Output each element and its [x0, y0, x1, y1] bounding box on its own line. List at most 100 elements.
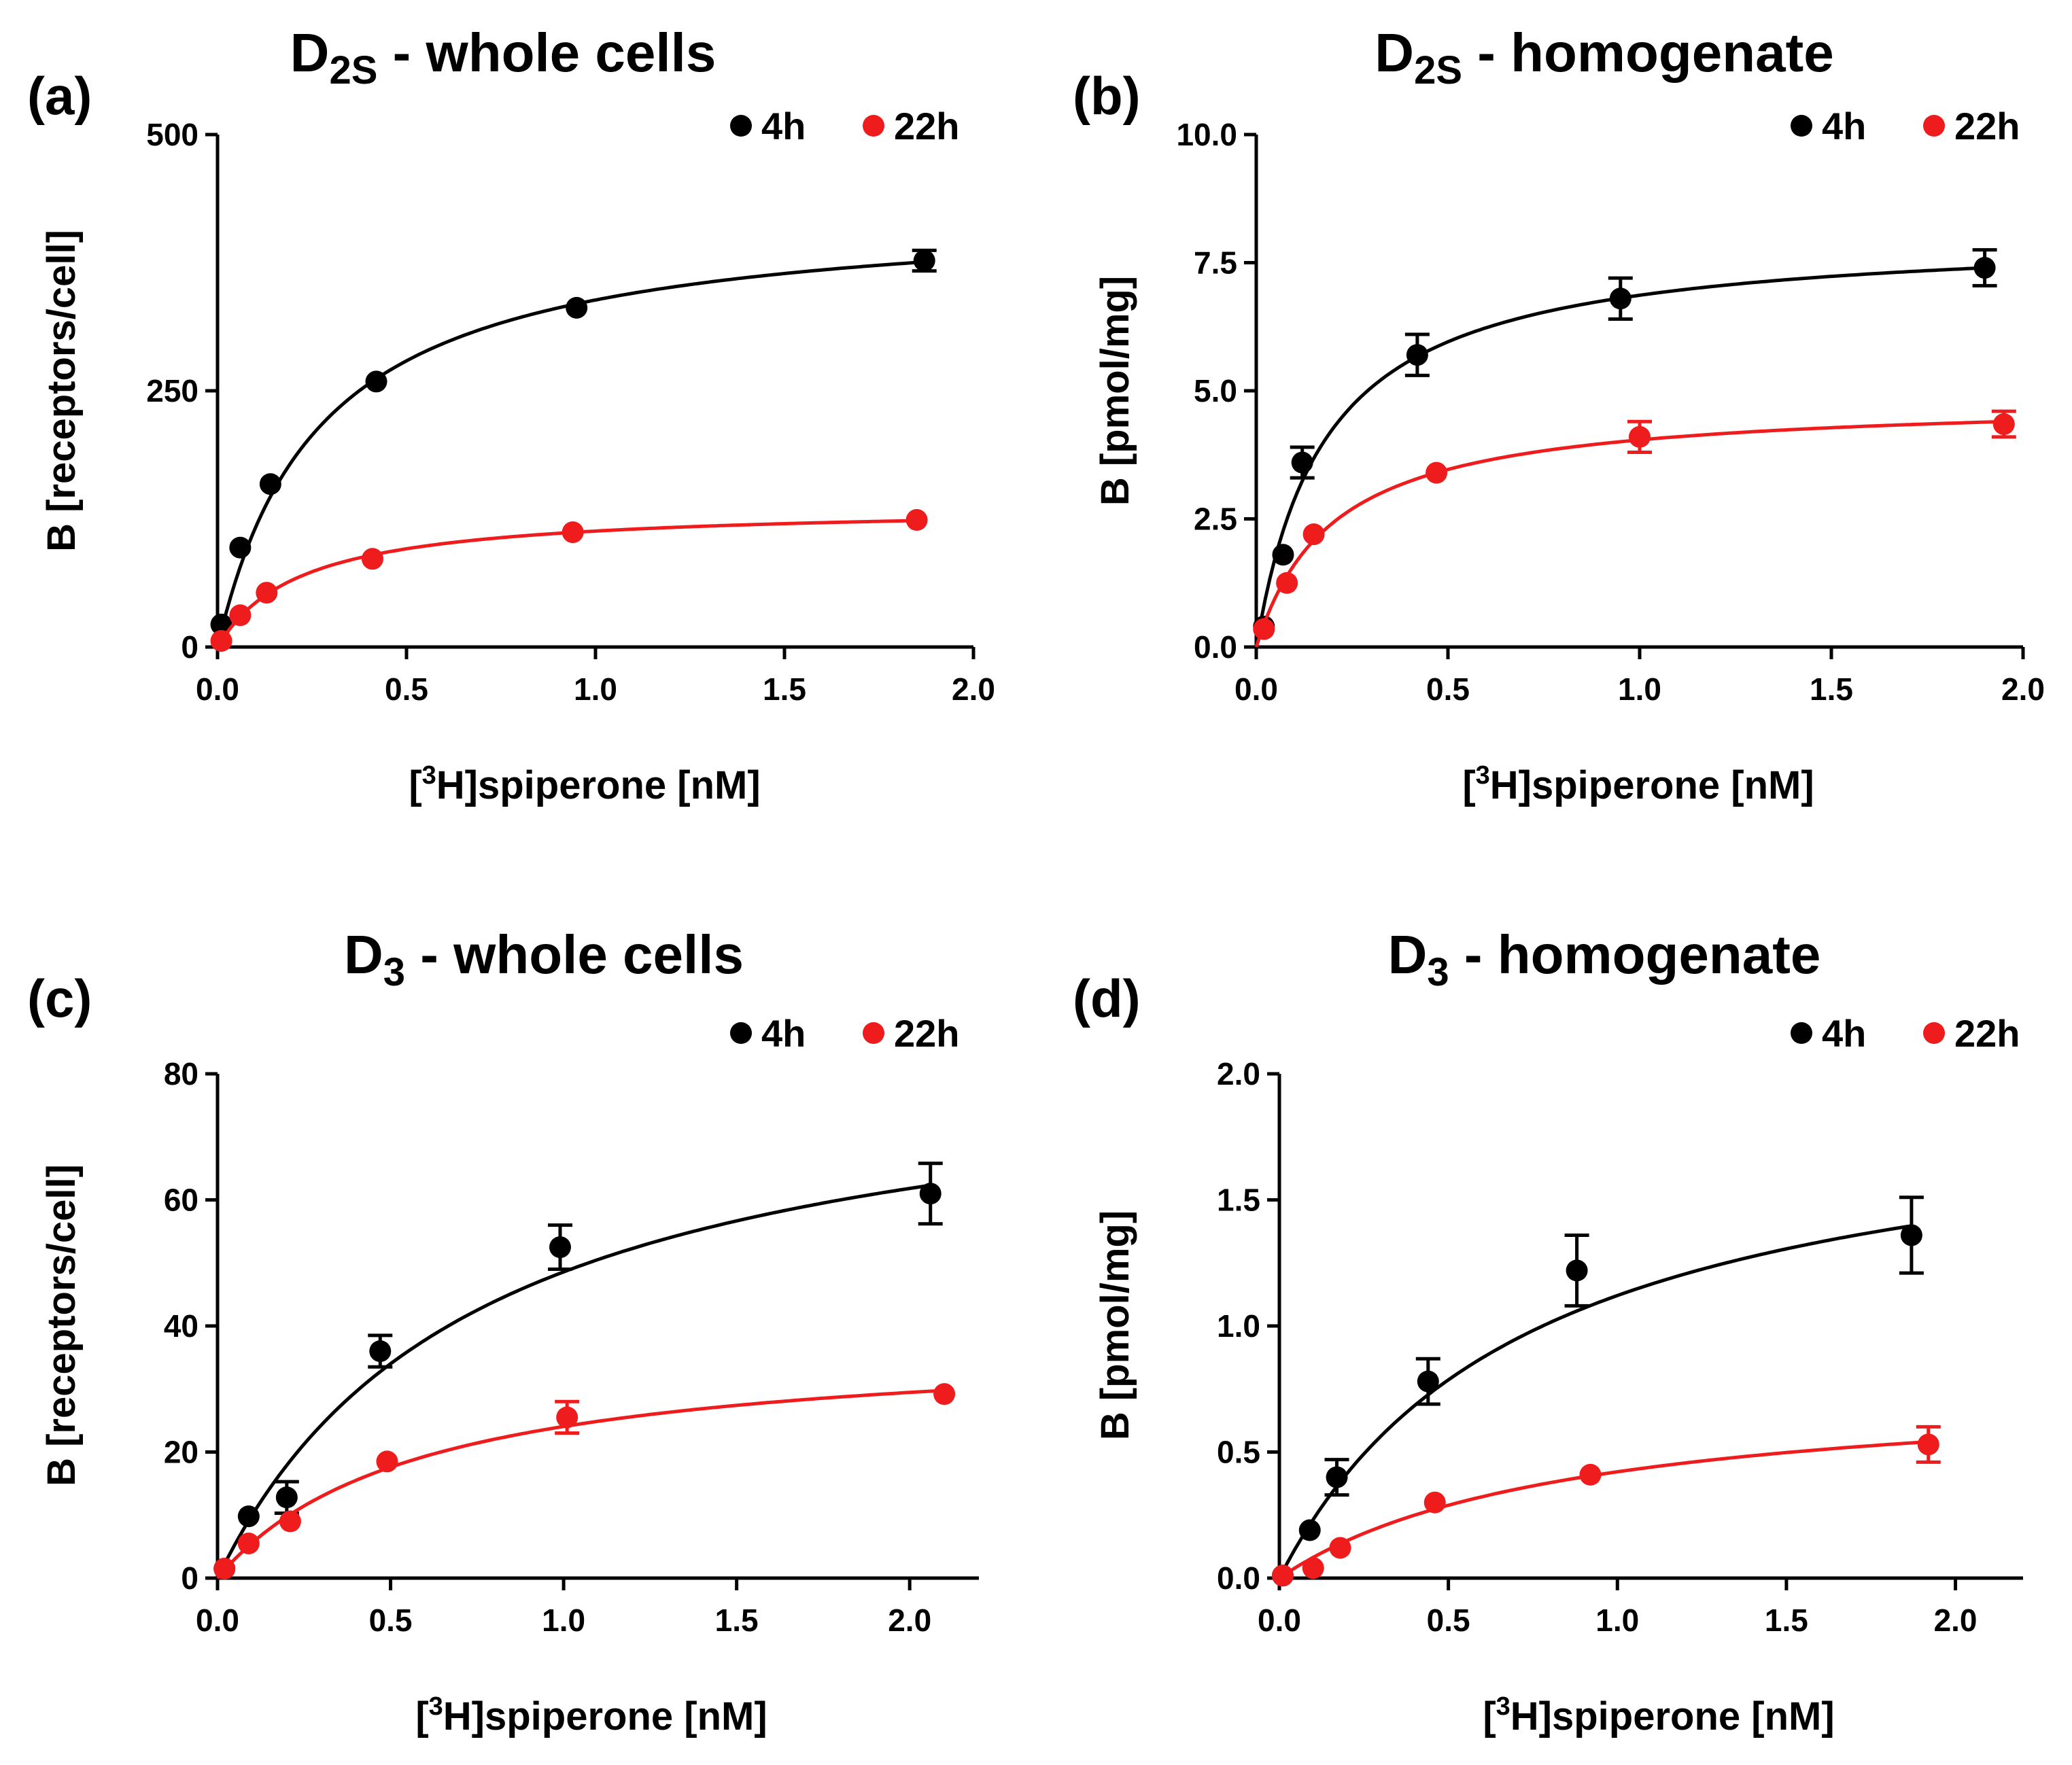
legend-entry-22h: 22h — [863, 105, 960, 147]
legend-entry-22h: 22h — [1923, 105, 2020, 147]
y-tick-label: 500 — [146, 117, 198, 152]
data-point-22h — [1629, 425, 1651, 448]
x-tick-label: 1.0 — [1595, 1603, 1639, 1638]
legend-label: 22h — [894, 105, 960, 147]
panel-a: (a) D2S - whole cells 4h 22h 0.0 0.5 1.0 1.5… — [27, 22, 995, 807]
panel-letter: (b) — [1073, 66, 1141, 126]
x-tick-label: 1.5 — [763, 671, 806, 707]
data-point-4h — [237, 1505, 260, 1528]
fit-curve-22h — [1254, 419, 2004, 648]
x-tick-label: 2.0 — [2001, 671, 2045, 707]
y-tick-label: 0 — [181, 1560, 198, 1596]
axes: 0.0 0.5 1.0 1.5 2.0 0 20 40 60 80 — [164, 1056, 979, 1638]
legend-label: 22h — [1954, 1012, 2020, 1055]
legend-label: 4h — [1822, 105, 1866, 147]
y-tick-label: 40 — [164, 1308, 198, 1344]
legend: 4h 22h — [730, 1012, 960, 1055]
x-tick-label: 0.5 — [1427, 1603, 1470, 1638]
x-tick-label: 1.0 — [574, 671, 617, 707]
legend-marker — [863, 115, 884, 137]
data-point-4h — [1406, 344, 1428, 366]
y-tick-label: 1.0 — [1217, 1308, 1260, 1344]
legend: 4h 22h — [1791, 1012, 2020, 1055]
y-tick-label: 2.5 — [1194, 502, 1237, 537]
legend-label: 4h — [1822, 1012, 1866, 1055]
fit-curve-4h — [1254, 266, 1985, 648]
y-tick-label: 0.0 — [1194, 629, 1237, 665]
y-axis-label: B [receptors/cell] — [39, 230, 84, 552]
data-point-4h — [1272, 544, 1294, 566]
legend-entry-4h: 4h — [730, 1012, 806, 1055]
data-point-4h — [566, 296, 588, 319]
chart-title: D2S - whole cells — [290, 22, 716, 92]
legend-label: 4h — [761, 105, 806, 147]
panel-d: (d) D3 - homogenate 4h 22h 0.0 0.5 1.0 1.5 2.… — [1073, 924, 2023, 1738]
data-point-4h — [210, 613, 232, 635]
data-point-22h — [1302, 523, 1325, 546]
data-point-22h — [1423, 1491, 1446, 1514]
legend-marker — [1791, 1022, 1812, 1044]
x-tick-label: 1.0 — [542, 1603, 585, 1638]
data-point-22h — [933, 1383, 956, 1405]
data-point-4h — [919, 1183, 942, 1205]
legend-entry-22h: 22h — [1923, 1012, 2020, 1055]
data-point-4h — [1326, 1466, 1348, 1488]
fit-curve-4h — [215, 1183, 931, 1579]
data-point-4h — [1417, 1370, 1439, 1393]
x-tick-label: 2.0 — [888, 1603, 931, 1638]
chart-title: D2S - homogenate — [1375, 22, 1833, 92]
data-point-22h — [237, 1532, 260, 1554]
panel-c: (c) D3 - whole cells 4h 22h 0.0 0.5 1.0 1.5 2… — [27, 924, 979, 1738]
data-point-22h — [1276, 572, 1298, 594]
fit-curve-4h — [1277, 1224, 1912, 1579]
data-point-4h — [365, 370, 387, 393]
data-point-22h — [1329, 1537, 1351, 1559]
legend-marker — [1923, 1022, 1945, 1044]
data-point-22h — [1253, 618, 1275, 640]
x-axis-label: [3H]spiperone [nM] — [409, 761, 760, 807]
x-tick-label: 1.0 — [1618, 671, 1661, 707]
fit-curve-22h — [1278, 1439, 1929, 1580]
data-point-4h — [369, 1340, 392, 1363]
y-axis-label: B [receptors/cell] — [39, 1164, 84, 1486]
fit-curve-4h — [215, 260, 925, 648]
axes: 0.0 0.5 1.0 1.5 2.0 0.0 0.5 1.0 1.5 2.0 — [1217, 1056, 2023, 1638]
x-tick-label: 2.0 — [1934, 1603, 1978, 1638]
legend-entry-22h: 22h — [863, 1012, 960, 1055]
legend-marker — [1791, 115, 1812, 137]
y-tick-label: 2.0 — [1217, 1056, 1260, 1091]
data-point-22h — [256, 582, 278, 604]
data-point-4h — [229, 536, 252, 559]
y-tick-label: 80 — [164, 1056, 198, 1091]
y-tick-label: 250 — [146, 373, 198, 408]
data-point-22h — [279, 1510, 301, 1533]
data-point-22h — [1992, 413, 2015, 436]
legend-entry-4h: 4h — [730, 105, 806, 147]
plot-marks — [1253, 248, 2016, 648]
legend-entry-4h: 4h — [1791, 105, 1866, 147]
data-point-4h — [913, 249, 935, 272]
legend-marker — [1923, 115, 1945, 137]
y-tick-label: 10.0 — [1176, 117, 1237, 152]
data-point-22h — [210, 629, 232, 652]
data-point-4h — [1291, 451, 1313, 474]
plot-marks — [1271, 1195, 1941, 1587]
x-tick-label: 0.0 — [1258, 1603, 1301, 1638]
legend: 4h 22h — [1791, 105, 2020, 147]
x-tick-label: 0.5 — [369, 1603, 413, 1638]
data-point-4h — [1609, 287, 1631, 310]
data-point-22h — [1917, 1433, 1939, 1456]
fit-curve-22h — [216, 1388, 945, 1579]
y-tick-label: 0.0 — [1217, 1560, 1260, 1596]
data-point-4h — [1900, 1224, 1922, 1246]
axes: 0.0 0.5 1.0 1.5 2.0 0 250 500 — [146, 117, 995, 707]
data-point-22h — [905, 509, 928, 531]
data-point-22h — [556, 1406, 579, 1429]
x-axis-label: [3H]spiperone [nM] — [1462, 761, 1814, 807]
x-axis-label: [3H]spiperone [nM] — [1483, 1692, 1834, 1738]
panel-b: (b) D2S - homogenate 4h 22h 0.0 0.5 1.0 1.5 2… — [1073, 22, 2045, 807]
legend-label: 22h — [894, 1012, 960, 1055]
panel-letter: (c) — [27, 968, 92, 1028]
legend-label: 4h — [761, 1012, 806, 1055]
